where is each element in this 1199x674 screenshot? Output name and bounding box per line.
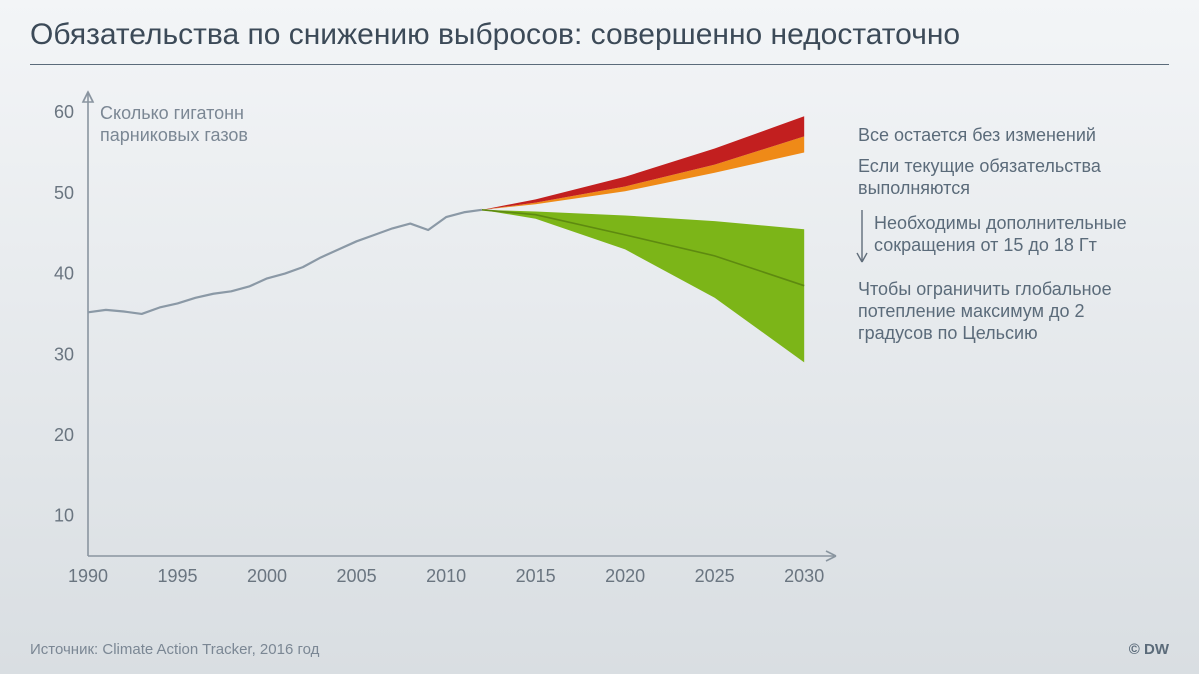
svg-text:2030: 2030 (784, 566, 824, 586)
svg-text:2020: 2020 (605, 566, 645, 586)
y-axis-unit-label: Сколько гигатонн парниковых газов (100, 102, 248, 146)
annotation-green-line3: градусов по Цельсию (858, 322, 1112, 344)
source-text: Источник: Climate Action Tracker, 2016 г… (30, 641, 319, 658)
annotation-orange-line2: выполняются (858, 177, 1101, 199)
annotation-orange-line1: Если текущие обязательства (858, 155, 1101, 177)
y-axis-unit-label-line1: Сколько гигатонн (100, 102, 248, 124)
svg-text:60: 60 (54, 102, 74, 122)
svg-text:1990: 1990 (68, 566, 108, 586)
annotation-green-line1: Чтобы ограничить глобальное (858, 278, 1112, 300)
annotation-gap-line1: Необходимы дополнительные (874, 212, 1127, 234)
svg-text:30: 30 (54, 344, 74, 364)
svg-text:40: 40 (54, 264, 74, 284)
title-rule (30, 64, 1169, 65)
svg-text:2010: 2010 (426, 566, 466, 586)
annotation-green: Чтобы ограничить глобальное потепление м… (858, 278, 1112, 344)
chart-title: Обязательства по снижению выбросов: сове… (30, 18, 1169, 52)
annotation-gap: Необходимы дополнительные сокращения от … (874, 212, 1127, 256)
annotation-green-line2: потепление максимум до 2 (858, 300, 1112, 322)
emissions-chart: 1020304050601990199520002005201020152020… (30, 78, 850, 598)
svg-text:2000: 2000 (247, 566, 287, 586)
svg-text:2005: 2005 (337, 566, 377, 586)
svg-text:10: 10 (54, 506, 74, 526)
svg-text:1995: 1995 (158, 566, 198, 586)
svg-text:2015: 2015 (516, 566, 556, 586)
annotation-orange: Если текущие обязательства выполняются (858, 155, 1101, 199)
svg-text:2025: 2025 (695, 566, 735, 586)
y-axis-unit-label-line2: парниковых газов (100, 124, 248, 146)
svg-text:20: 20 (54, 425, 74, 445)
footer: Источник: Climate Action Tracker, 2016 г… (30, 641, 1169, 658)
annotation-red: Все остается без изменений (858, 124, 1096, 146)
annotation-gap-line2: сокращения от 15 до 18 Гт (874, 234, 1127, 256)
copyright-text: © DW (1129, 641, 1169, 658)
svg-text:50: 50 (54, 183, 74, 203)
